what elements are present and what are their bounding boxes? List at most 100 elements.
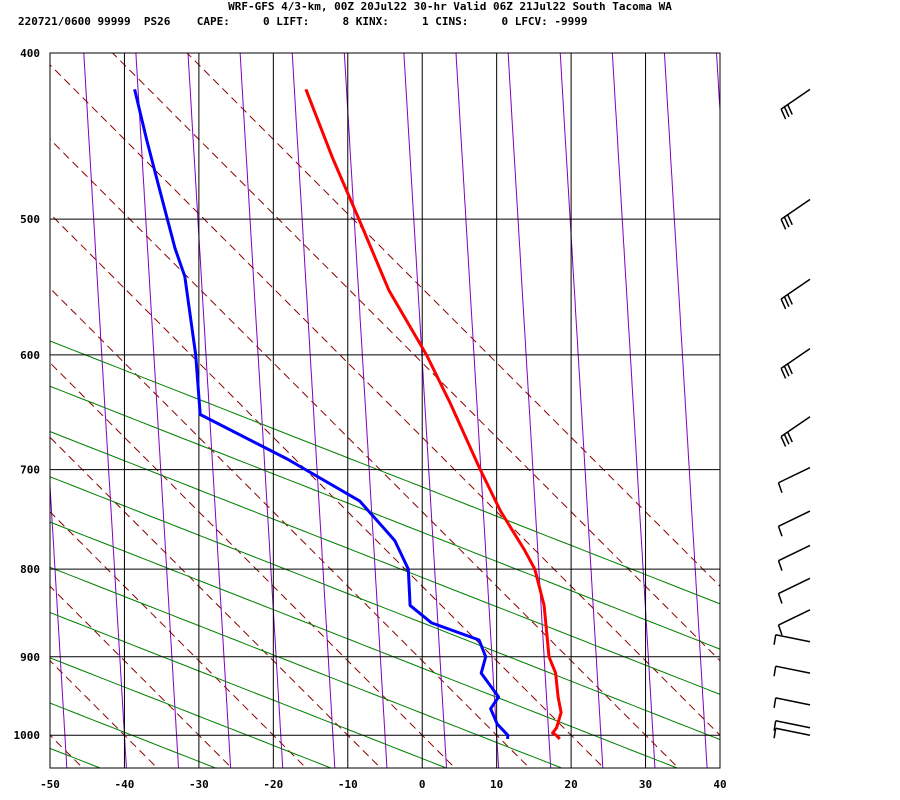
dewpoint-profile-line <box>133 88 510 739</box>
wind-barb-flag <box>787 363 793 375</box>
dry-adiabat <box>50 747 102 768</box>
mixing-ratio-line <box>715 53 720 119</box>
wind-barb-shaft <box>780 348 811 370</box>
mixing-ratio-line <box>187 53 232 768</box>
mixing-ratio-line <box>135 53 180 768</box>
y-tick-label: 500 <box>20 213 40 226</box>
moist-adiabat <box>50 287 531 768</box>
y-tick-label: 400 <box>20 47 40 60</box>
dry-adiabat <box>50 612 448 768</box>
mixing-ratio-line <box>239 53 284 768</box>
wind-barb-flag <box>787 431 793 443</box>
wind-barb-shaft <box>780 198 811 220</box>
moist-adiabat <box>50 585 233 768</box>
wind-barb-shaft <box>775 720 811 729</box>
wind-barb-flag <box>787 104 793 115</box>
wind-barb-flag <box>773 697 777 708</box>
mixing-ratio-line <box>507 53 552 768</box>
wind-barb-shaft <box>778 609 811 626</box>
dry-adiabat <box>50 431 720 695</box>
dry-adiabat <box>50 385 720 650</box>
wind-barb-flag <box>773 666 777 677</box>
dry-adiabat <box>50 340 720 605</box>
mixing-ratio-line <box>50 476 68 768</box>
wind-barb-shaft <box>775 727 811 736</box>
wind-barb-shaft <box>780 278 811 300</box>
wind-barb-flag <box>773 634 777 645</box>
x-tick-label: -10 <box>338 778 358 791</box>
dry-adiabat <box>50 476 720 741</box>
wind-barb-flag <box>783 296 790 308</box>
moist-adiabat <box>111 53 720 662</box>
wind-barb-shaft <box>775 665 811 674</box>
dry-adiabat <box>0 15 12 779</box>
wind-barb-shaft <box>780 88 811 110</box>
wind-barb-flag <box>773 720 777 731</box>
dry-adiabat <box>50 521 679 768</box>
x-tick-label: 20 <box>564 778 577 791</box>
wind-barb-flag <box>780 298 787 310</box>
plot-frame <box>49 52 721 769</box>
temperature-profile-line <box>304 88 563 740</box>
x-tick-label: 10 <box>490 778 503 791</box>
dry-adiabat <box>50 702 217 768</box>
stability-indices: 220721/0600 99999 PS26 CAPE: 0 LIFT: 8 K… <box>18 15 588 28</box>
wind-barb-shaft <box>778 510 811 527</box>
wind-barb-flag <box>783 433 790 445</box>
x-tick-label: 40 <box>713 778 726 791</box>
y-tick-label: 900 <box>20 651 40 664</box>
x-tick-label: -50 <box>40 778 60 791</box>
wind-barb-flag <box>787 294 793 305</box>
wind-barb-flag <box>777 526 783 537</box>
sounding-title: WRF-GFS 4/3-km, 00Z 20Jul22 30-hr Valid … <box>228 0 672 13</box>
wind-barb-flag <box>783 365 790 377</box>
moist-adiabat <box>50 734 84 768</box>
mixing-ratio-line <box>663 53 708 768</box>
mixing-ratio-line <box>403 53 448 768</box>
wind-barb-flag <box>777 560 783 571</box>
y-tick-label: 700 <box>20 464 40 477</box>
wind-barb-shaft <box>775 634 811 643</box>
wind-barb-shaft <box>778 544 811 562</box>
moist-adiabat <box>0 15 19 779</box>
wind-barbs <box>773 88 811 739</box>
wind-barb-flag <box>783 216 790 228</box>
wind-barb-flag <box>783 106 790 118</box>
x-tick-label: 30 <box>639 778 652 791</box>
wind-barb-flag <box>777 482 783 494</box>
wind-barb-shaft <box>778 577 811 595</box>
moist-adiabat <box>50 64 720 736</box>
wind-barb-shaft <box>778 466 811 484</box>
mixing-ratio-line <box>83 53 127 768</box>
y-tick-label: 600 <box>20 349 40 362</box>
mixing-ratio-line <box>455 53 500 768</box>
background-lines <box>0 15 720 779</box>
plot-border <box>49 52 721 769</box>
x-tick-label: -20 <box>263 778 283 791</box>
mixing-ratio-line <box>611 53 656 768</box>
moist-adiabat <box>50 436 382 768</box>
wind-barb-flag <box>780 218 787 230</box>
wind-barb-flag <box>777 624 783 636</box>
moist-adiabat <box>186 53 720 587</box>
y-tick-label: 800 <box>20 563 40 576</box>
mixing-ratio-line <box>343 53 388 768</box>
wind-barb-flag <box>777 593 783 604</box>
y-tick-label: 1000 <box>14 729 41 742</box>
moist-adiabat <box>50 138 680 768</box>
wind-barb-shaft <box>780 416 811 438</box>
mixing-ratio-line <box>559 53 604 768</box>
wind-barb-shaft <box>775 697 811 706</box>
x-tick-label: -40 <box>115 778 135 791</box>
wind-barb-flag <box>780 368 787 379</box>
x-tick-label: 0 <box>419 778 426 791</box>
tick-labels: -50 -40 -30 -20 -10 0 10 20 30 40 400 500 600 700 800 9… <box>14 47 727 791</box>
profiles <box>133 88 563 740</box>
wind-barb-flag <box>773 728 777 739</box>
wind-barb-flag <box>780 108 787 120</box>
mixing-ratio-line <box>291 53 336 768</box>
x-tick-label: -30 <box>189 778 209 791</box>
dry-adiabat <box>50 657 333 768</box>
dry-adiabat <box>50 566 563 768</box>
